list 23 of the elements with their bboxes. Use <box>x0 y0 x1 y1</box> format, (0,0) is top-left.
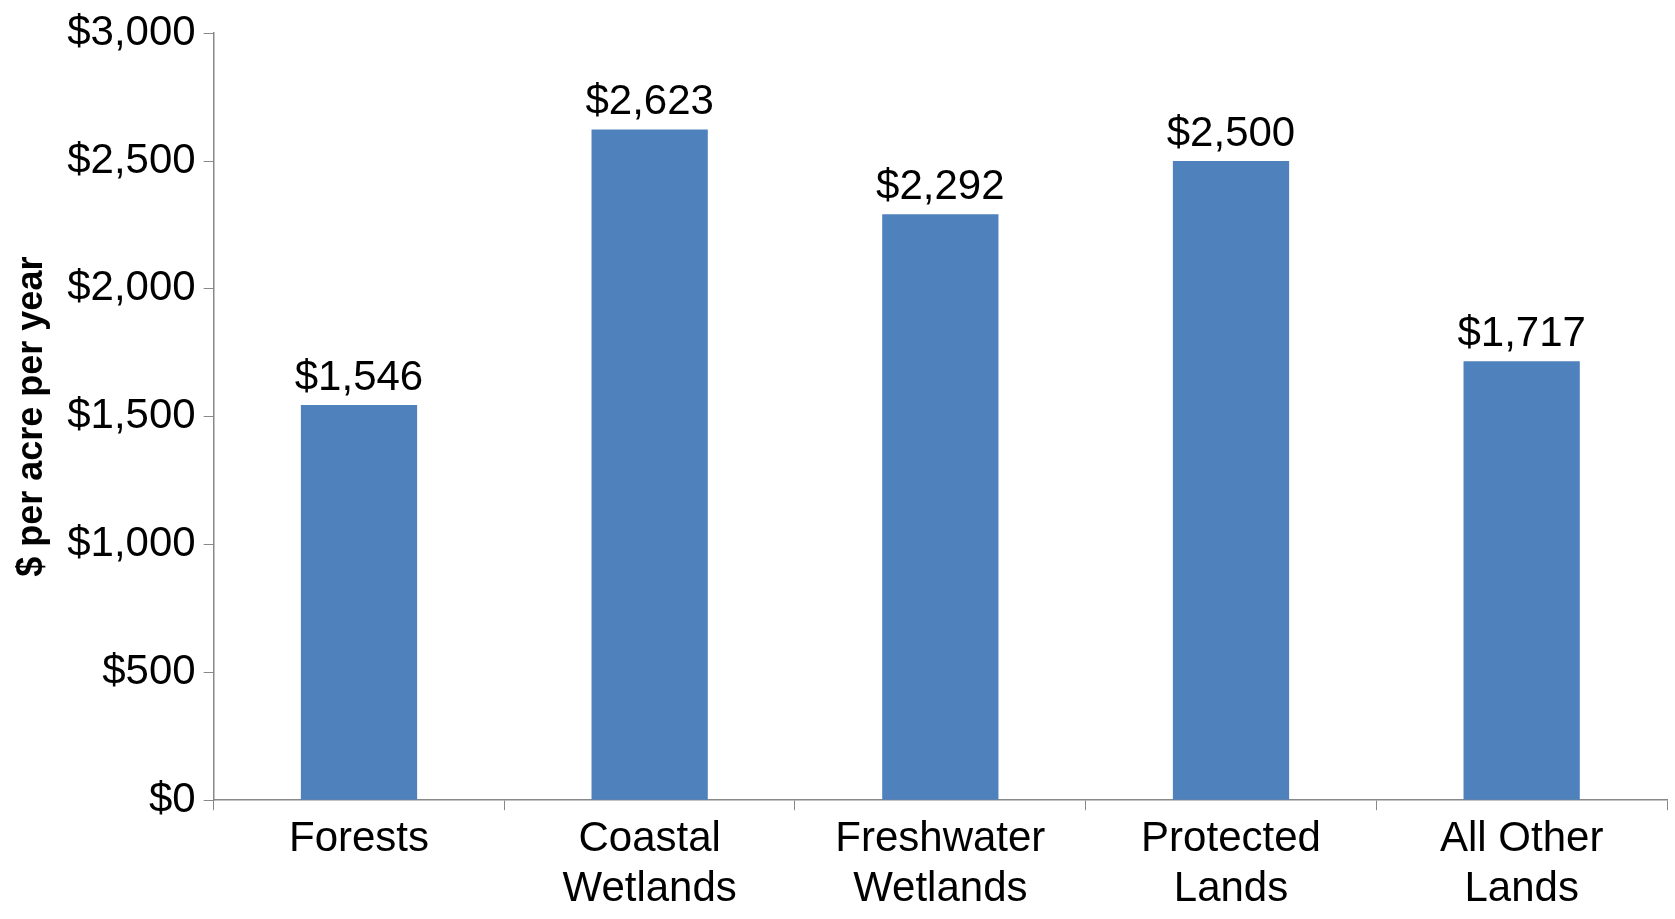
data-label: $1,546 <box>294 351 424 399</box>
y-tick-label: $0 <box>148 773 196 821</box>
data-label: $2,292 <box>876 160 1005 208</box>
y-tick-label: $2,000 <box>67 262 196 310</box>
y-tick-label: $1,500 <box>67 390 196 438</box>
bar <box>1463 361 1580 800</box>
bar <box>300 404 418 800</box>
y-tick-label: $1,000 <box>67 518 196 566</box>
data-label: $2,500 <box>1166 107 1296 155</box>
x-tick-label: Freshwater Wetlands <box>835 812 1046 911</box>
y-axis-title: $ per acre per year <box>8 256 50 577</box>
x-tick-label: Protected Lands <box>1141 812 1321 911</box>
y-tick-label: $2,500 <box>67 134 196 182</box>
bar <box>1172 161 1290 800</box>
data-label: $2,623 <box>585 76 714 124</box>
bar <box>882 214 999 800</box>
y-tick-label: $500 <box>102 645 196 693</box>
x-tick-label: Forests <box>288 812 430 860</box>
x-tick-label: All Other Lands <box>1439 812 1604 911</box>
data-label: $1,717 <box>1457 307 1586 355</box>
y-tick-label: $3,000 <box>67 6 196 54</box>
bar <box>591 129 708 800</box>
x-tick-label: Coastal Wetlands <box>562 812 737 911</box>
